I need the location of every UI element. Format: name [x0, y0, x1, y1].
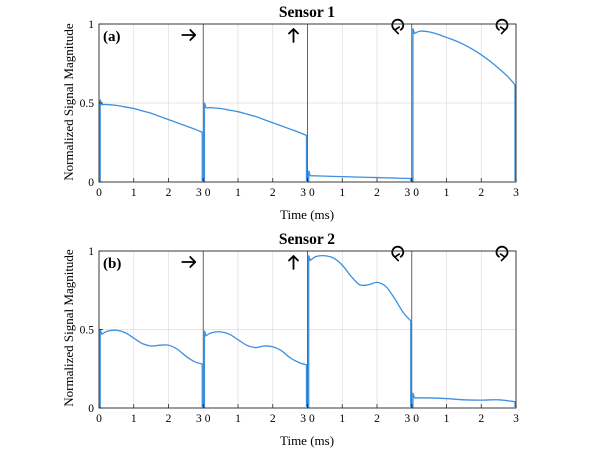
x-tick-label: 2: [478, 187, 484, 199]
series-line-segment-4: [412, 392, 516, 408]
y-tick-label: 0.5: [80, 325, 95, 337]
y-tick-label: 0.5: [80, 98, 95, 110]
rotate-counterclockwise-icon: [391, 18, 405, 35]
y-axis-label: Normalized Signal Magnitude: [61, 23, 76, 181]
x-tick-label: 3: [513, 413, 519, 425]
chart-sensor-2: Sensor 2 Time (ms) 00.510 1 2 3 0 1 2 3 0 1 2 3 0 1 2 3…: [80, 231, 520, 448]
x-tick-label: 0: [96, 187, 102, 199]
x-tick-label: 1: [339, 413, 345, 425]
chart-title: Sensor 2: [279, 231, 335, 248]
arrow-up-icon: [288, 255, 299, 270]
x-tick-label: 3: [513, 187, 519, 199]
x-tick-label: 2: [166, 413, 172, 425]
x-tick-label: 0: [309, 413, 315, 425]
x-tick-label: 2: [270, 413, 276, 425]
arrow-right-icon: [181, 29, 197, 41]
series-line-segment-1: [99, 329, 203, 408]
chart-title: Sensor 1: [279, 4, 335, 21]
x-tick-label: 1: [131, 413, 137, 425]
rotate-clockwise-icon: [495, 245, 509, 262]
series-line-segment-2: [203, 102, 308, 182]
series-line-segment-2: [203, 330, 308, 408]
x-tick-label: 3: [300, 413, 306, 425]
x-axis-label: Time (ms): [280, 433, 334, 448]
series-line-segment-4: [412, 28, 516, 182]
rotate-clockwise-icon: [495, 18, 509, 35]
y-tick-label: 1: [88, 246, 94, 258]
x-tick-label: 2: [374, 413, 380, 425]
x-tick-label: 2: [478, 413, 484, 425]
arrow-up-icon: [288, 28, 299, 43]
x-tick-label: 1: [444, 413, 450, 425]
y-tick-label: 1: [88, 19, 94, 31]
x-tick-label: 0: [205, 413, 211, 425]
x-tick-label: 2: [166, 187, 172, 199]
series-line-segment-3: [308, 254, 412, 408]
x-axis-label: Time (ms): [280, 207, 334, 222]
y-axis-label: Normalized Signal Magnitude: [61, 249, 76, 407]
x-tick-label: 0: [309, 187, 315, 199]
x-tick-label: 1: [235, 413, 241, 425]
x-tick-label: 0: [96, 413, 102, 425]
x-tick-label: 3: [196, 187, 202, 199]
rotate-counterclockwise-icon: [391, 245, 405, 262]
x-tick-label: 0: [413, 187, 419, 199]
y-tick-label: 0: [88, 177, 94, 189]
arrow-right-icon: [181, 256, 197, 268]
series-line-segment-1: [99, 99, 203, 182]
chart-sensor-1: Sensor 1 Time (ms) 00.510 1 2 3 0 1 2 3 0 1 2 3 0 1 2 3…: [80, 4, 520, 222]
x-tick-label: 3: [300, 187, 306, 199]
panel-label: (b): [103, 256, 121, 272]
panel-label: (a): [103, 29, 121, 45]
x-tick-label: 3: [405, 187, 411, 199]
x-tick-label: 1: [339, 187, 345, 199]
x-tick-label: 2: [270, 187, 276, 199]
plot-area: 00.510 1 2 3 0 1 2 3 0 1 2 3 0 1 2 3(a): [80, 18, 519, 199]
x-tick-label: 1: [131, 187, 137, 199]
x-tick-label: 3: [405, 413, 411, 425]
x-tick-label: 3: [196, 413, 202, 425]
x-tick-label: 2: [374, 187, 380, 199]
y-tick-label: 0: [88, 403, 94, 415]
x-tick-label: 1: [235, 187, 241, 199]
x-tick-label: 1: [444, 187, 450, 199]
series-line-segment-3: [308, 170, 412, 182]
plot-area: 00.510 1 2 3 0 1 2 3 0 1 2 3 0 1 2 3(b): [80, 245, 519, 425]
x-tick-label: 0: [205, 187, 211, 199]
x-tick-label: 0: [413, 413, 419, 425]
